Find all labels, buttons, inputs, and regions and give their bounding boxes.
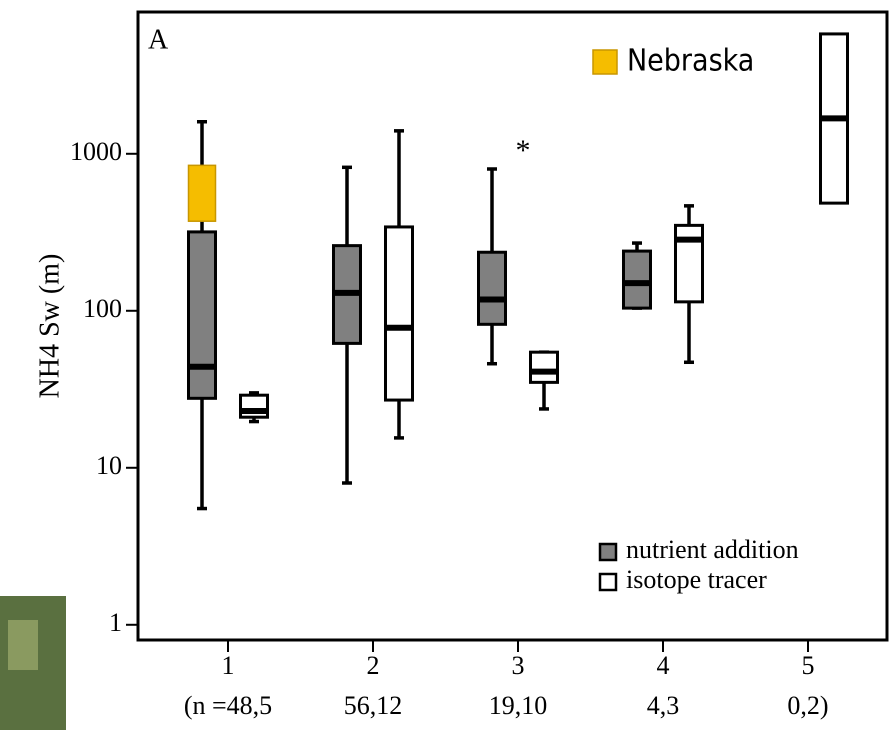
box bbox=[622, 249, 652, 310]
x-tick-label: 5 bbox=[802, 651, 815, 680]
n-label: 4,3 bbox=[647, 691, 680, 720]
n-label: 0,2) bbox=[787, 691, 828, 720]
n-label: 56,12 bbox=[344, 691, 403, 720]
box bbox=[187, 164, 217, 222]
photo-fragment bbox=[8, 620, 38, 670]
y-tick-label: 100 bbox=[83, 294, 122, 323]
x-tick-label: 4 bbox=[657, 651, 670, 680]
x-tick-label: 2 bbox=[367, 651, 380, 680]
legend-label: nutrient addition bbox=[626, 535, 799, 564]
box bbox=[187, 230, 217, 400]
y-tick-label: 10 bbox=[96, 451, 122, 480]
x-tick-label: 1 bbox=[222, 651, 235, 680]
annotation: * bbox=[516, 134, 531, 167]
x-tick-label: 3 bbox=[512, 651, 525, 680]
panel-label: A bbox=[148, 24, 169, 55]
legend-label: Nebraska bbox=[627, 44, 754, 79]
legend-swatch bbox=[592, 49, 618, 75]
legend-swatch bbox=[598, 542, 618, 562]
y-tick-label: 1000 bbox=[70, 137, 122, 166]
legend-label: isotope tracer bbox=[626, 565, 767, 594]
n-label: (n =48,5 bbox=[184, 691, 272, 720]
plot-frame bbox=[136, 10, 889, 642]
box bbox=[477, 250, 507, 326]
legend-swatch bbox=[598, 572, 618, 592]
box bbox=[529, 350, 559, 384]
y-tick-label: 1 bbox=[109, 608, 122, 637]
y-axis-label: NH4 Sw (m) bbox=[34, 254, 65, 399]
n-label: 19,10 bbox=[489, 691, 548, 720]
box bbox=[384, 225, 414, 402]
